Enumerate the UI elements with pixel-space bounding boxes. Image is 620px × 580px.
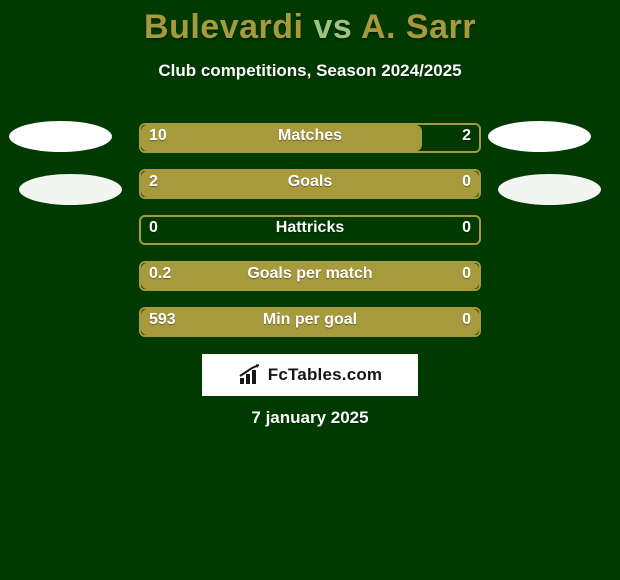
- title: Bulevardi vs A. Sarr: [0, 0, 620, 47]
- vs-label: vs: [313, 8, 352, 46]
- stat-row: 0.2 0 Goals per match: [0, 256, 620, 302]
- brand-badge: FcTables.com: [202, 354, 418, 396]
- brand-text: FcTables.com: [268, 365, 383, 385]
- player2-name: A. Sarr: [361, 8, 476, 46]
- stat-left-value: 593: [149, 311, 176, 329]
- stat-right-value: 0: [462, 265, 471, 283]
- stat-row: 2 0 Goals: [0, 164, 620, 210]
- stat-label: Hattricks: [276, 219, 344, 237]
- stat-row: 593 0 Min per goal: [0, 302, 620, 348]
- stat-row: 10 2 Matches: [0, 118, 620, 164]
- stat-right-value: 0: [462, 311, 471, 329]
- stat-rows: 10 2 Matches 2 0 Goals 0 0 Hattricks 0.2 0 Goals pe…: [0, 118, 620, 348]
- stat-right-value: 2: [462, 127, 471, 145]
- bar-chart-icon: [238, 364, 264, 386]
- stat-right-value: 0: [462, 173, 471, 191]
- date-label: 7 january 2025: [251, 408, 368, 428]
- stat-label: Matches: [278, 127, 342, 145]
- stat-left-value: 10: [149, 127, 167, 145]
- player1-name: Bulevardi: [144, 8, 303, 46]
- infographic-root: Bulevardi vs A. Sarr Club competitions, …: [0, 0, 620, 580]
- stat-label: Goals: [288, 173, 332, 191]
- stat-left-value: 0.2: [149, 265, 171, 283]
- stat-label: Min per goal: [263, 311, 357, 329]
- subtitle: Club competitions, Season 2024/2025: [0, 61, 620, 81]
- stat-label: Goals per match: [247, 265, 372, 283]
- stat-right-value: 0: [462, 219, 471, 237]
- stat-left-value: 2: [149, 173, 158, 191]
- stat-left-value: 0: [149, 219, 158, 237]
- stat-row: 0 0 Hattricks: [0, 210, 620, 256]
